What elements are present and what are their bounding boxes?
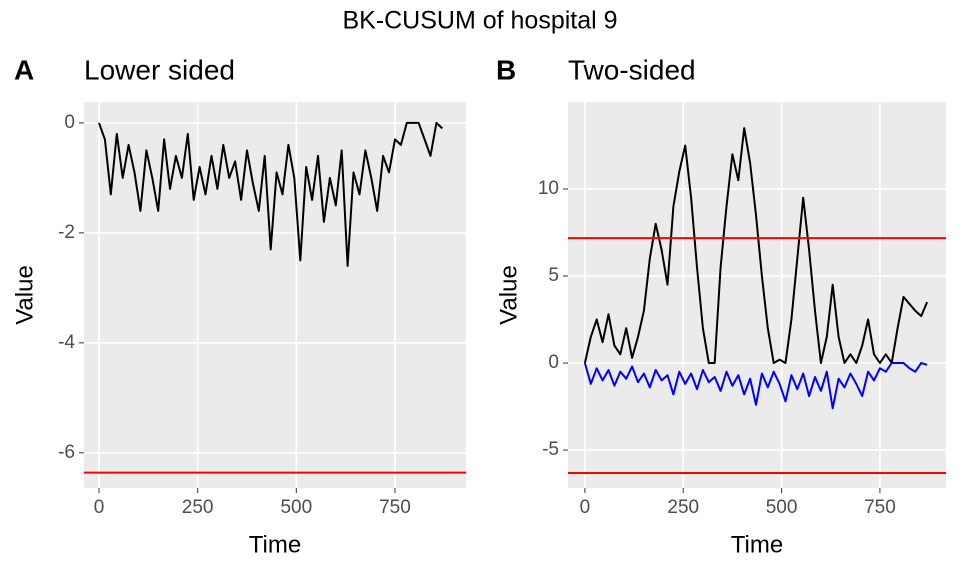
y-tick-label: -6 — [58, 442, 75, 463]
y-tick-label: 0 — [548, 352, 559, 373]
y-tick-label: 0 — [64, 112, 75, 133]
panel-title: Two-sided — [568, 54, 696, 85]
x-tick-label: 250 — [182, 497, 214, 518]
y-axis-title: Value — [495, 265, 522, 325]
series-line — [583, 127, 929, 364]
x-axis-title: Time — [731, 531, 783, 558]
x-tick-label: 0 — [94, 497, 105, 518]
series-line — [98, 121, 443, 267]
x-tick-label: 0 — [580, 497, 591, 518]
series-line — [583, 362, 928, 410]
panel-tag: A — [14, 54, 34, 85]
y-tick-label: 10 — [538, 178, 559, 199]
plot-background — [84, 102, 466, 488]
y-tick-label: 5 — [548, 265, 559, 286]
x-tick-label: 500 — [280, 497, 312, 518]
x-tick-label: 750 — [379, 497, 411, 518]
plot-background — [568, 102, 946, 488]
panel-tag: B — [496, 54, 516, 85]
y-tick-label: -5 — [542, 439, 559, 460]
figure-title: BK-CUSUM of hospital 9 — [342, 7, 617, 35]
x-tick-label: 500 — [766, 497, 798, 518]
panel-title: Lower sided — [84, 54, 235, 85]
x-axis-title: Time — [249, 531, 301, 558]
x-tick-label: 250 — [667, 497, 699, 518]
y-tick-label: -4 — [58, 332, 75, 353]
y-tick-label: -2 — [58, 222, 75, 243]
y-axis-title: Value — [11, 265, 38, 325]
x-tick-label: 750 — [864, 497, 896, 518]
